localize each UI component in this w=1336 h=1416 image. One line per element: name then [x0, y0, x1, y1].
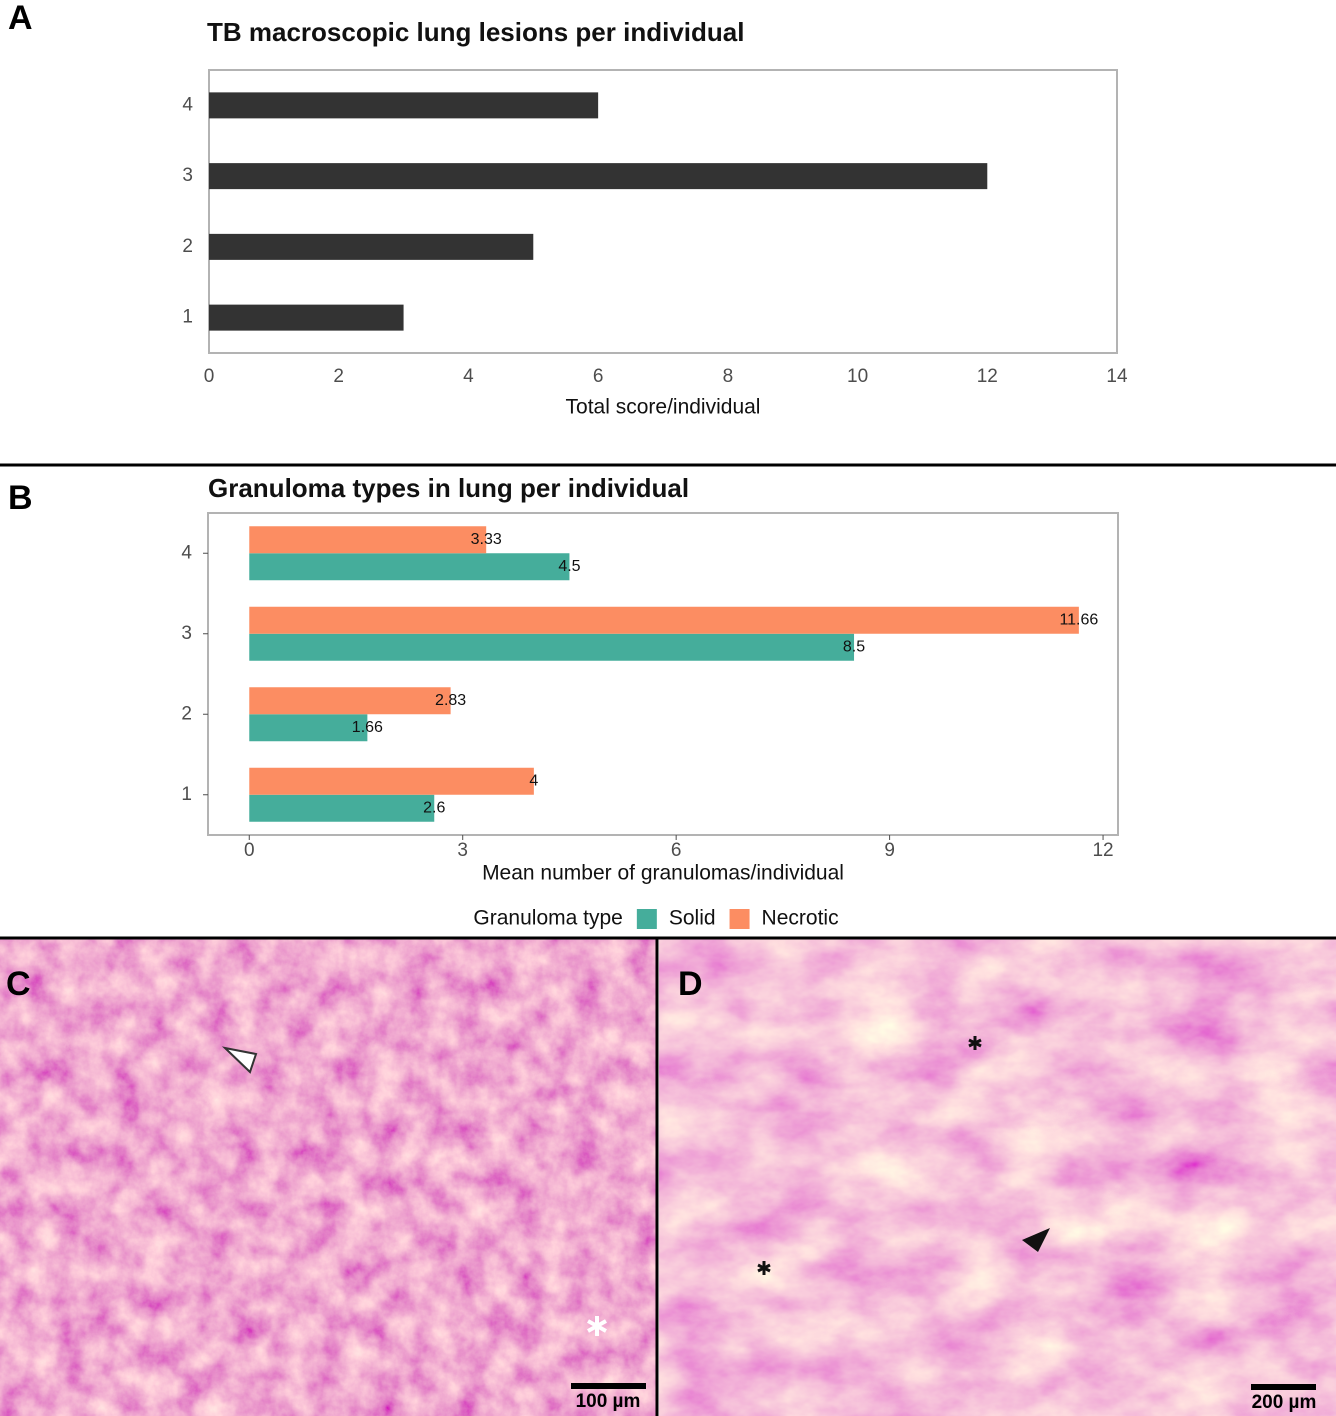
chart-title: Granuloma types in lung per individual [208, 473, 689, 503]
data-label: 4.5 [558, 558, 580, 575]
data-label: 1.66 [352, 719, 383, 736]
y-tick-label: 4 [181, 542, 192, 563]
data-label: 4 [529, 772, 538, 789]
x-tick-label: 12 [977, 366, 998, 387]
panel-label: C [6, 965, 31, 1003]
x-tick-label: 0 [244, 840, 255, 861]
tissue [0, 938, 656, 1416]
data-label: 11.66 [1059, 611, 1098, 628]
tissue [659, 938, 1336, 1416]
bar [249, 634, 854, 661]
legend-swatch [730, 909, 750, 929]
bar [249, 687, 450, 714]
x-tick-label: 2 [333, 366, 344, 387]
bar [249, 607, 1079, 634]
legend-title: Granuloma type [473, 907, 622, 930]
y-tick-label: 1 [182, 307, 193, 328]
data-label: 2.83 [435, 692, 466, 709]
x-tick-label: 6 [593, 366, 604, 387]
x-tick-label: 0 [204, 366, 215, 387]
bar [249, 553, 569, 580]
y-tick-label: 3 [181, 623, 192, 644]
bar [249, 526, 486, 553]
x-tick-label: 10 [847, 366, 868, 387]
bar [209, 305, 404, 331]
histology-image-d: 200 µm D [659, 938, 1336, 1416]
bar [249, 714, 367, 741]
data-label: 3.33 [471, 531, 502, 548]
legend-label: Necrotic [762, 907, 839, 930]
y-tick-label: 1 [181, 784, 192, 805]
figure: 100 µm C 200 µm D A TB macroscopic lung l… [0, 0, 1336, 1416]
panel-label: B [8, 479, 33, 517]
x-tick-label: 3 [457, 840, 468, 861]
data-label: 8.5 [843, 638, 865, 655]
bar [249, 795, 434, 822]
scale-bar-label: 200 µm [1252, 1392, 1317, 1413]
bar [249, 768, 534, 795]
x-tick-label: 14 [1106, 366, 1128, 387]
x-tick-label: 9 [884, 840, 895, 861]
x-tick-label: 6 [671, 840, 682, 861]
x-tick-label: 12 [1092, 840, 1113, 861]
chart-title: TB macroscopic lung lesions per individu… [207, 17, 744, 47]
histology-image-c: 100 µm C [0, 938, 656, 1416]
x-tick-label: 4 [463, 366, 474, 387]
legend-label: Solid [669, 907, 716, 930]
x-tick-label: 8 [723, 366, 734, 387]
scale-bar-label: 100 µm [576, 1391, 641, 1412]
y-tick-label: 2 [182, 236, 193, 257]
scale-bar [1251, 1384, 1316, 1390]
panel-label: D [678, 965, 703, 1003]
bar [209, 92, 598, 118]
y-tick-label: 4 [182, 94, 193, 115]
x-axis-label: Mean number of granulomas/individual [482, 862, 844, 885]
data-label: 2.6 [423, 799, 445, 816]
panel-label: A [8, 0, 33, 37]
legend-swatch [637, 909, 657, 929]
y-tick-label: 3 [182, 165, 193, 186]
y-tick-label: 2 [181, 703, 192, 724]
bar [209, 234, 533, 260]
bar [209, 163, 987, 189]
scale-bar [571, 1383, 646, 1389]
x-axis-label: Total score/individual [566, 396, 761, 419]
